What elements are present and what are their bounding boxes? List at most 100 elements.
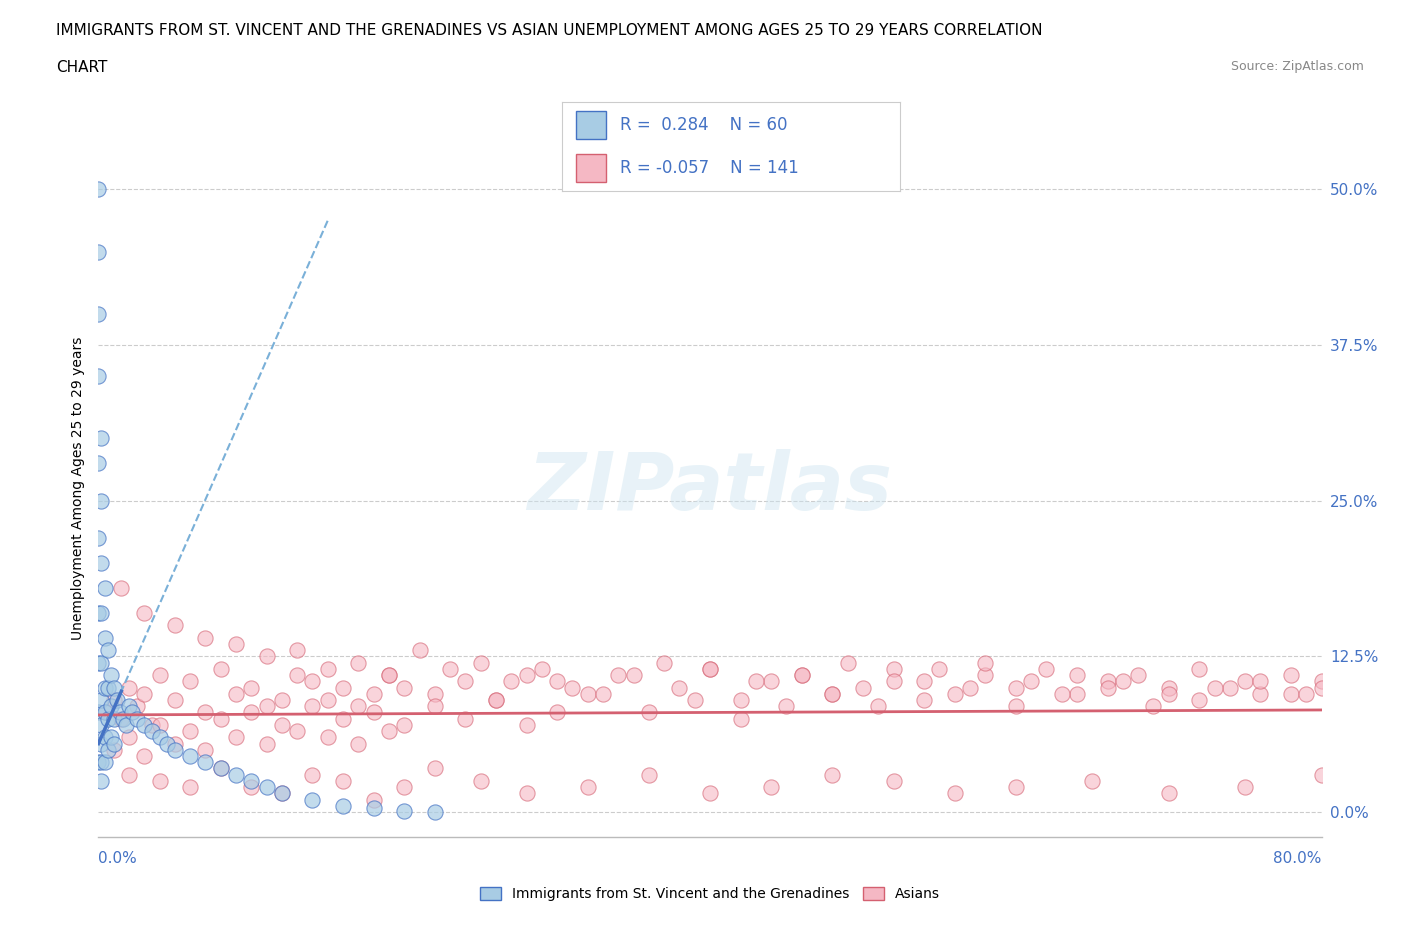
- Point: [1279, 686, 1302, 701]
- Point: [87, 656, 110, 671]
- Point: [378, 668, 401, 683]
- Point: [470, 656, 492, 671]
- Point: [1066, 668, 1088, 683]
- Point: [87, 605, 110, 620]
- Point: [256, 779, 278, 794]
- Point: [332, 799, 354, 814]
- Point: [194, 742, 217, 757]
- Point: [149, 717, 172, 732]
- Point: [90, 656, 112, 671]
- Point: [90, 755, 112, 770]
- Point: [103, 742, 125, 757]
- Point: [1142, 698, 1164, 713]
- Point: [912, 693, 935, 708]
- Point: [730, 693, 752, 708]
- Text: 0.0%: 0.0%: [98, 851, 138, 866]
- Point: [316, 730, 339, 745]
- Point: [363, 792, 385, 807]
- Point: [1295, 686, 1317, 701]
- Point: [1310, 674, 1333, 689]
- Point: [285, 643, 308, 658]
- Point: [179, 749, 201, 764]
- Point: [149, 730, 172, 745]
- Point: [745, 674, 768, 689]
- Point: [1219, 680, 1241, 695]
- Text: 80.0%: 80.0%: [1274, 851, 1322, 866]
- Point: [93, 730, 115, 745]
- Point: [87, 182, 110, 197]
- Point: [93, 705, 115, 720]
- Point: [485, 693, 508, 708]
- Point: [163, 737, 186, 751]
- Point: [821, 686, 844, 701]
- Point: [163, 618, 186, 632]
- Point: [118, 680, 141, 695]
- Point: [1250, 674, 1272, 689]
- Point: [240, 680, 263, 695]
- Point: [90, 431, 112, 445]
- Point: [316, 661, 339, 676]
- Point: [1310, 767, 1333, 782]
- Point: [332, 774, 354, 789]
- Legend: Immigrants from St. Vincent and the Grenadines, Asians: Immigrants from St. Vincent and the Gren…: [474, 882, 946, 907]
- Point: [93, 580, 115, 595]
- Point: [576, 779, 599, 794]
- Point: [623, 668, 645, 683]
- Point: [546, 674, 568, 689]
- Point: [134, 717, 156, 732]
- Point: [454, 674, 477, 689]
- Point: [576, 686, 599, 701]
- Point: [1204, 680, 1226, 695]
- Point: [270, 693, 294, 708]
- Point: [652, 656, 675, 671]
- Point: [1250, 686, 1272, 701]
- Point: [363, 801, 385, 816]
- Point: [225, 730, 247, 745]
- Point: [423, 686, 446, 701]
- Point: [439, 661, 461, 676]
- Point: [225, 636, 247, 651]
- Point: [134, 749, 156, 764]
- Point: [103, 680, 125, 695]
- Point: [821, 686, 844, 701]
- Point: [1004, 698, 1026, 713]
- Point: [285, 724, 308, 738]
- Point: [821, 767, 844, 782]
- Point: [943, 786, 966, 801]
- Point: [837, 656, 859, 671]
- Point: [1112, 674, 1135, 689]
- Point: [256, 649, 278, 664]
- Point: [423, 698, 446, 713]
- Point: [607, 668, 630, 683]
- Point: [118, 730, 141, 745]
- Point: [90, 717, 112, 732]
- Point: [852, 680, 875, 695]
- Point: [97, 742, 120, 757]
- Point: [1004, 680, 1026, 695]
- Point: [699, 661, 721, 676]
- Point: [775, 698, 797, 713]
- Point: [93, 755, 115, 770]
- Point: [790, 668, 813, 683]
- Point: [392, 680, 416, 695]
- Point: [141, 717, 163, 732]
- Point: [100, 698, 122, 713]
- Point: [1157, 786, 1180, 801]
- Point: [240, 774, 263, 789]
- Text: Source: ZipAtlas.com: Source: ZipAtlas.com: [1230, 60, 1364, 73]
- Point: [121, 705, 143, 720]
- Point: [179, 674, 201, 689]
- Point: [209, 761, 232, 776]
- Point: [149, 774, 172, 789]
- Point: [93, 631, 115, 645]
- Point: [959, 680, 981, 695]
- Point: [100, 668, 122, 683]
- Point: [501, 674, 523, 689]
- Point: [97, 711, 120, 726]
- Point: [332, 680, 354, 695]
- Y-axis label: Unemployment Among Ages 25 to 29 years: Unemployment Among Ages 25 to 29 years: [70, 337, 84, 640]
- Point: [194, 705, 217, 720]
- Point: [790, 668, 813, 683]
- Point: [87, 368, 110, 383]
- Point: [974, 668, 997, 683]
